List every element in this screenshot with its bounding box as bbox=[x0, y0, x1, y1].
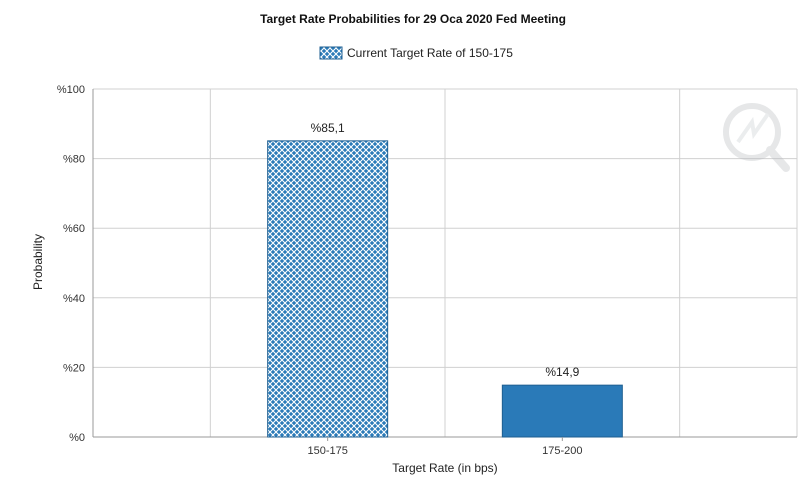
tick-labels: %0 %20 %40 %60 %80 %100 150-175 175-200 bbox=[57, 84, 583, 457]
x-tick-label: 175-200 bbox=[542, 445, 582, 457]
x-axis-label: Target Rate (in bps) bbox=[392, 461, 497, 475]
data-label: %14,9 bbox=[545, 365, 579, 379]
legend-swatch bbox=[319, 46, 343, 60]
y-tick-label: %20 bbox=[63, 362, 85, 374]
bar-150-175 bbox=[267, 140, 389, 438]
y-tick-label: %60 bbox=[63, 223, 85, 235]
bars: %85,1 %14,9 bbox=[267, 121, 623, 441]
legend: Current Target Rate of 150-175 bbox=[319, 46, 513, 60]
y-tick-label: %100 bbox=[57, 84, 85, 96]
x-tick-label: 150-175 bbox=[307, 445, 347, 457]
y-tick-label: %80 bbox=[63, 154, 85, 166]
y-tick-label: %0 bbox=[69, 432, 85, 444]
y-tick-label: %40 bbox=[63, 293, 85, 305]
data-label: %85,1 bbox=[311, 121, 345, 135]
grid bbox=[92, 88, 798, 438]
y-axis-label: Probability bbox=[31, 234, 45, 290]
bar-175-200 bbox=[501, 384, 623, 438]
quote-magnifier-icon bbox=[723, 103, 790, 172]
chart-title: Target Rate Probabilities for 29 Oca 202… bbox=[260, 12, 566, 26]
legend-label: Current Target Rate of 150-175 bbox=[347, 46, 513, 60]
